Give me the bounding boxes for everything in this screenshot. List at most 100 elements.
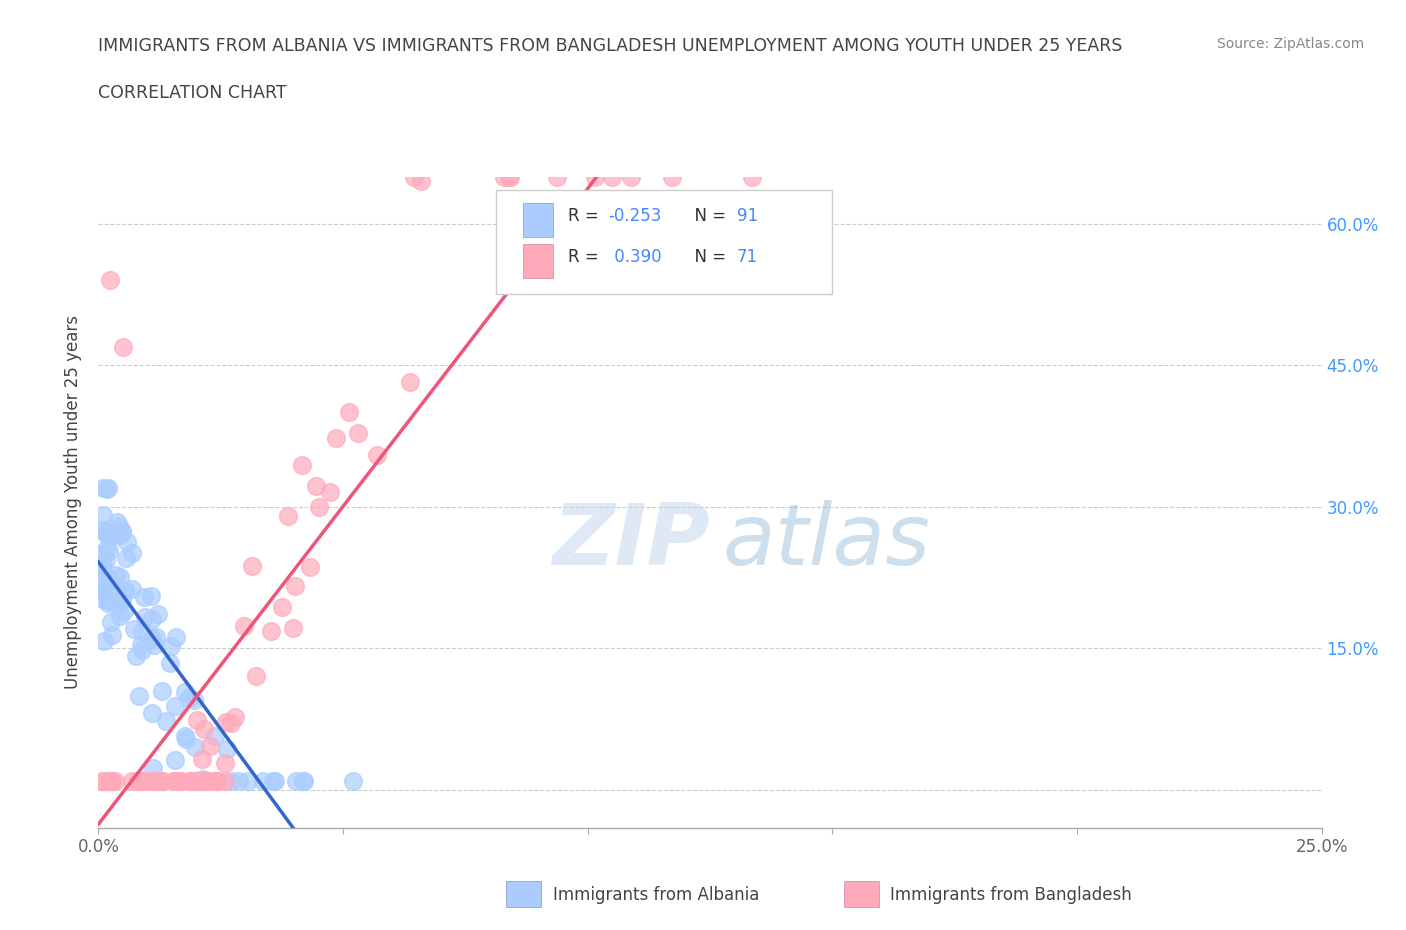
Point [117, 535, 139, 550]
Point [104, 773, 127, 788]
Point [129, 638, 152, 653]
Point [125, 649, 148, 664]
Point [142, 773, 165, 788]
Point [167, 773, 190, 788]
Point [142, 760, 165, 775]
Point [145, 630, 167, 644]
Point [190, 773, 212, 788]
Point [91, 508, 114, 523]
Point [159, 639, 181, 654]
Point [107, 527, 129, 542]
Bar [844, 881, 879, 907]
Point [139, 589, 162, 604]
Point [121, 545, 143, 560]
Point [219, 773, 242, 788]
Point [93, 579, 115, 594]
Point [121, 582, 143, 597]
Point [91, 558, 114, 573]
Point [285, 773, 308, 788]
Point [177, 691, 200, 706]
Point [110, 524, 132, 538]
Point [195, 773, 218, 788]
Point [91, 773, 114, 788]
Point [100, 529, 122, 544]
Point [152, 773, 174, 788]
Point [134, 773, 156, 788]
Point [146, 606, 169, 621]
Point [228, 773, 250, 788]
Text: 91: 91 [737, 206, 758, 225]
Point [165, 753, 187, 768]
Point [224, 710, 246, 724]
Text: atlas: atlas [723, 499, 931, 583]
Point [169, 773, 191, 788]
Point [165, 698, 187, 713]
Point [299, 560, 322, 575]
Point [108, 588, 131, 603]
Point [205, 773, 228, 788]
Point [132, 773, 155, 788]
Point [215, 741, 238, 756]
Text: 71: 71 [737, 247, 758, 266]
Point [277, 509, 299, 524]
Point [155, 713, 177, 728]
Point [127, 773, 149, 788]
Text: Immigrants from Bangladesh: Immigrants from Bangladesh [890, 885, 1132, 904]
Text: R =: R = [568, 247, 599, 266]
Point [187, 773, 209, 788]
Point [204, 729, 226, 744]
Point [107, 519, 129, 534]
Point [114, 604, 136, 618]
Text: Immigrants from Albania: Immigrants from Albania [553, 885, 759, 904]
Point [174, 728, 197, 743]
Point [291, 458, 314, 472]
Point [111, 339, 134, 354]
Point [98, 593, 121, 608]
Y-axis label: Unemployment Among Youth under 25 years: Unemployment Among Youth under 25 years [65, 315, 83, 689]
Point [134, 590, 156, 604]
Point [145, 773, 167, 788]
Point [498, 169, 520, 184]
Point [150, 773, 173, 788]
Point [94, 527, 117, 542]
Point [193, 721, 215, 736]
Point [600, 169, 623, 184]
Point [193, 772, 215, 787]
Point [91, 563, 114, 578]
Point [96, 540, 118, 555]
Point [181, 773, 204, 788]
Point [494, 169, 516, 184]
Point [98, 273, 121, 288]
Bar [523, 203, 554, 236]
Point [100, 571, 122, 586]
Point [141, 612, 163, 627]
Point [284, 579, 307, 594]
Point [93, 634, 115, 649]
Point [174, 732, 197, 747]
Text: R =: R = [568, 206, 599, 225]
Point [110, 591, 132, 606]
Point [100, 573, 122, 588]
Point [207, 773, 229, 788]
Text: N =: N = [685, 247, 727, 266]
Point [202, 773, 225, 788]
Point [399, 375, 422, 390]
Point [233, 619, 256, 634]
Point [94, 525, 117, 539]
FancyBboxPatch shape [496, 190, 832, 294]
Point [114, 583, 136, 598]
Point [159, 656, 181, 671]
Text: CORRELATION CHART: CORRELATION CHART [98, 84, 287, 101]
Point [402, 169, 425, 184]
Point [150, 684, 173, 698]
Point [91, 591, 114, 606]
Text: N =: N = [685, 206, 727, 225]
Point [91, 481, 114, 496]
Point [236, 773, 259, 788]
Point [134, 610, 156, 625]
Point [97, 481, 120, 496]
Point [165, 630, 187, 644]
Point [110, 594, 132, 609]
Point [91, 579, 114, 594]
Point [190, 751, 212, 766]
